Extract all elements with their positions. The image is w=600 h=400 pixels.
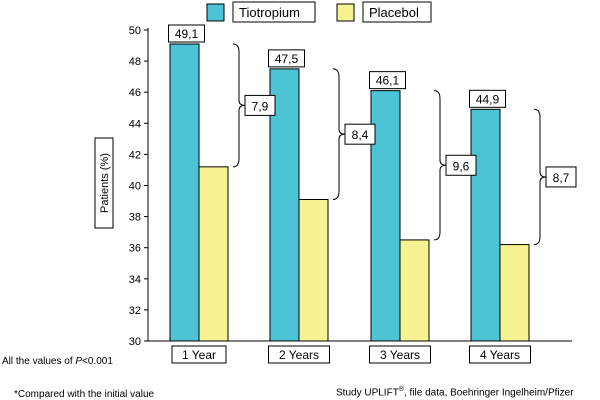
value-label: 49,1 bbox=[175, 27, 199, 41]
legend-item-tiotropium-swatch bbox=[206, 3, 225, 22]
significance-prefix: All the values of bbox=[2, 356, 76, 367]
y-tick-label: 34 bbox=[129, 274, 141, 286]
difference-brace bbox=[433, 90, 447, 241]
difference-label: 8,7 bbox=[553, 171, 570, 185]
value-label-box bbox=[369, 71, 406, 90]
difference-label-box bbox=[244, 94, 276, 116]
y-axis-label: Patients (%) bbox=[99, 153, 111, 213]
x-category-label-box bbox=[469, 345, 531, 364]
y-tick-label: 40 bbox=[129, 181, 141, 193]
difference-label-box bbox=[344, 123, 376, 145]
x-category-label: 2 Years bbox=[279, 348, 319, 362]
y-tick-label: 44 bbox=[129, 118, 141, 130]
y-tick-label: 46 bbox=[129, 87, 141, 99]
legend-item-tiotropium-label: Tiotropium bbox=[239, 5, 300, 20]
x-category-label-box bbox=[268, 345, 330, 364]
bar-placebo bbox=[399, 239, 430, 342]
y-tick-label: 42 bbox=[129, 149, 141, 161]
difference-label: 9,6 bbox=[453, 159, 470, 173]
y-tick-label: 48 bbox=[129, 56, 141, 68]
value-label: 44,9 bbox=[476, 92, 500, 106]
registered-mark: ® bbox=[398, 386, 404, 393]
difference-brace bbox=[332, 68, 346, 200]
y-axis-label-box bbox=[94, 137, 114, 229]
x-category-label: 1 Year bbox=[182, 348, 216, 362]
legend-item-tiotropium-box bbox=[232, 1, 316, 23]
y-tick-label: 30 bbox=[129, 336, 141, 348]
legend-item-placebo-box bbox=[362, 1, 432, 23]
significance-note: All the values of P<0.001 bbox=[2, 356, 113, 367]
difference-label: 7,9 bbox=[252, 99, 269, 113]
x-category-label-box bbox=[369, 345, 431, 364]
difference-label: 8,4 bbox=[352, 128, 369, 142]
difference-brace bbox=[232, 43, 246, 168]
value-label-box bbox=[469, 89, 506, 108]
source-prefix: Study UPLIFT bbox=[336, 387, 399, 399]
bar-placebo bbox=[298, 198, 329, 342]
value-label-box bbox=[268, 49, 305, 68]
bar-tiotropium bbox=[370, 90, 401, 342]
x-category-label: 4 Years bbox=[480, 348, 520, 362]
value-label: 46,1 bbox=[376, 74, 400, 88]
x-category-label-box bbox=[171, 345, 227, 364]
source-suffix: , file data, Boehringer Ingelheim/Pfizer bbox=[403, 387, 574, 399]
bar-placebo bbox=[499, 244, 530, 342]
x-category-label: 3 Years bbox=[380, 348, 420, 362]
bar-placebo bbox=[198, 166, 229, 342]
significance-suffix: <0.001 bbox=[82, 356, 113, 367]
significance-var: P bbox=[75, 356, 83, 367]
difference-label-box bbox=[545, 166, 577, 188]
bar-tiotropium bbox=[169, 43, 200, 342]
y-tick-label: 32 bbox=[129, 305, 141, 317]
legend-item-placebo-label: Placebol bbox=[369, 5, 419, 20]
compared-note: *Compared with the initial value bbox=[14, 389, 155, 400]
difference-label-box bbox=[445, 154, 477, 176]
y-tick-label: 38 bbox=[129, 212, 141, 224]
y-tick-label: 50 bbox=[129, 25, 141, 37]
value-label-box bbox=[168, 24, 205, 43]
value-label: 47,5 bbox=[275, 52, 299, 66]
source-note: Study UPLIFT®, file data, Boehringer Ing… bbox=[336, 386, 574, 398]
bar-tiotropium bbox=[470, 108, 501, 342]
difference-brace bbox=[533, 108, 547, 246]
legend-item-placebo-swatch bbox=[336, 3, 355, 22]
y-tick-label: 36 bbox=[129, 243, 141, 255]
